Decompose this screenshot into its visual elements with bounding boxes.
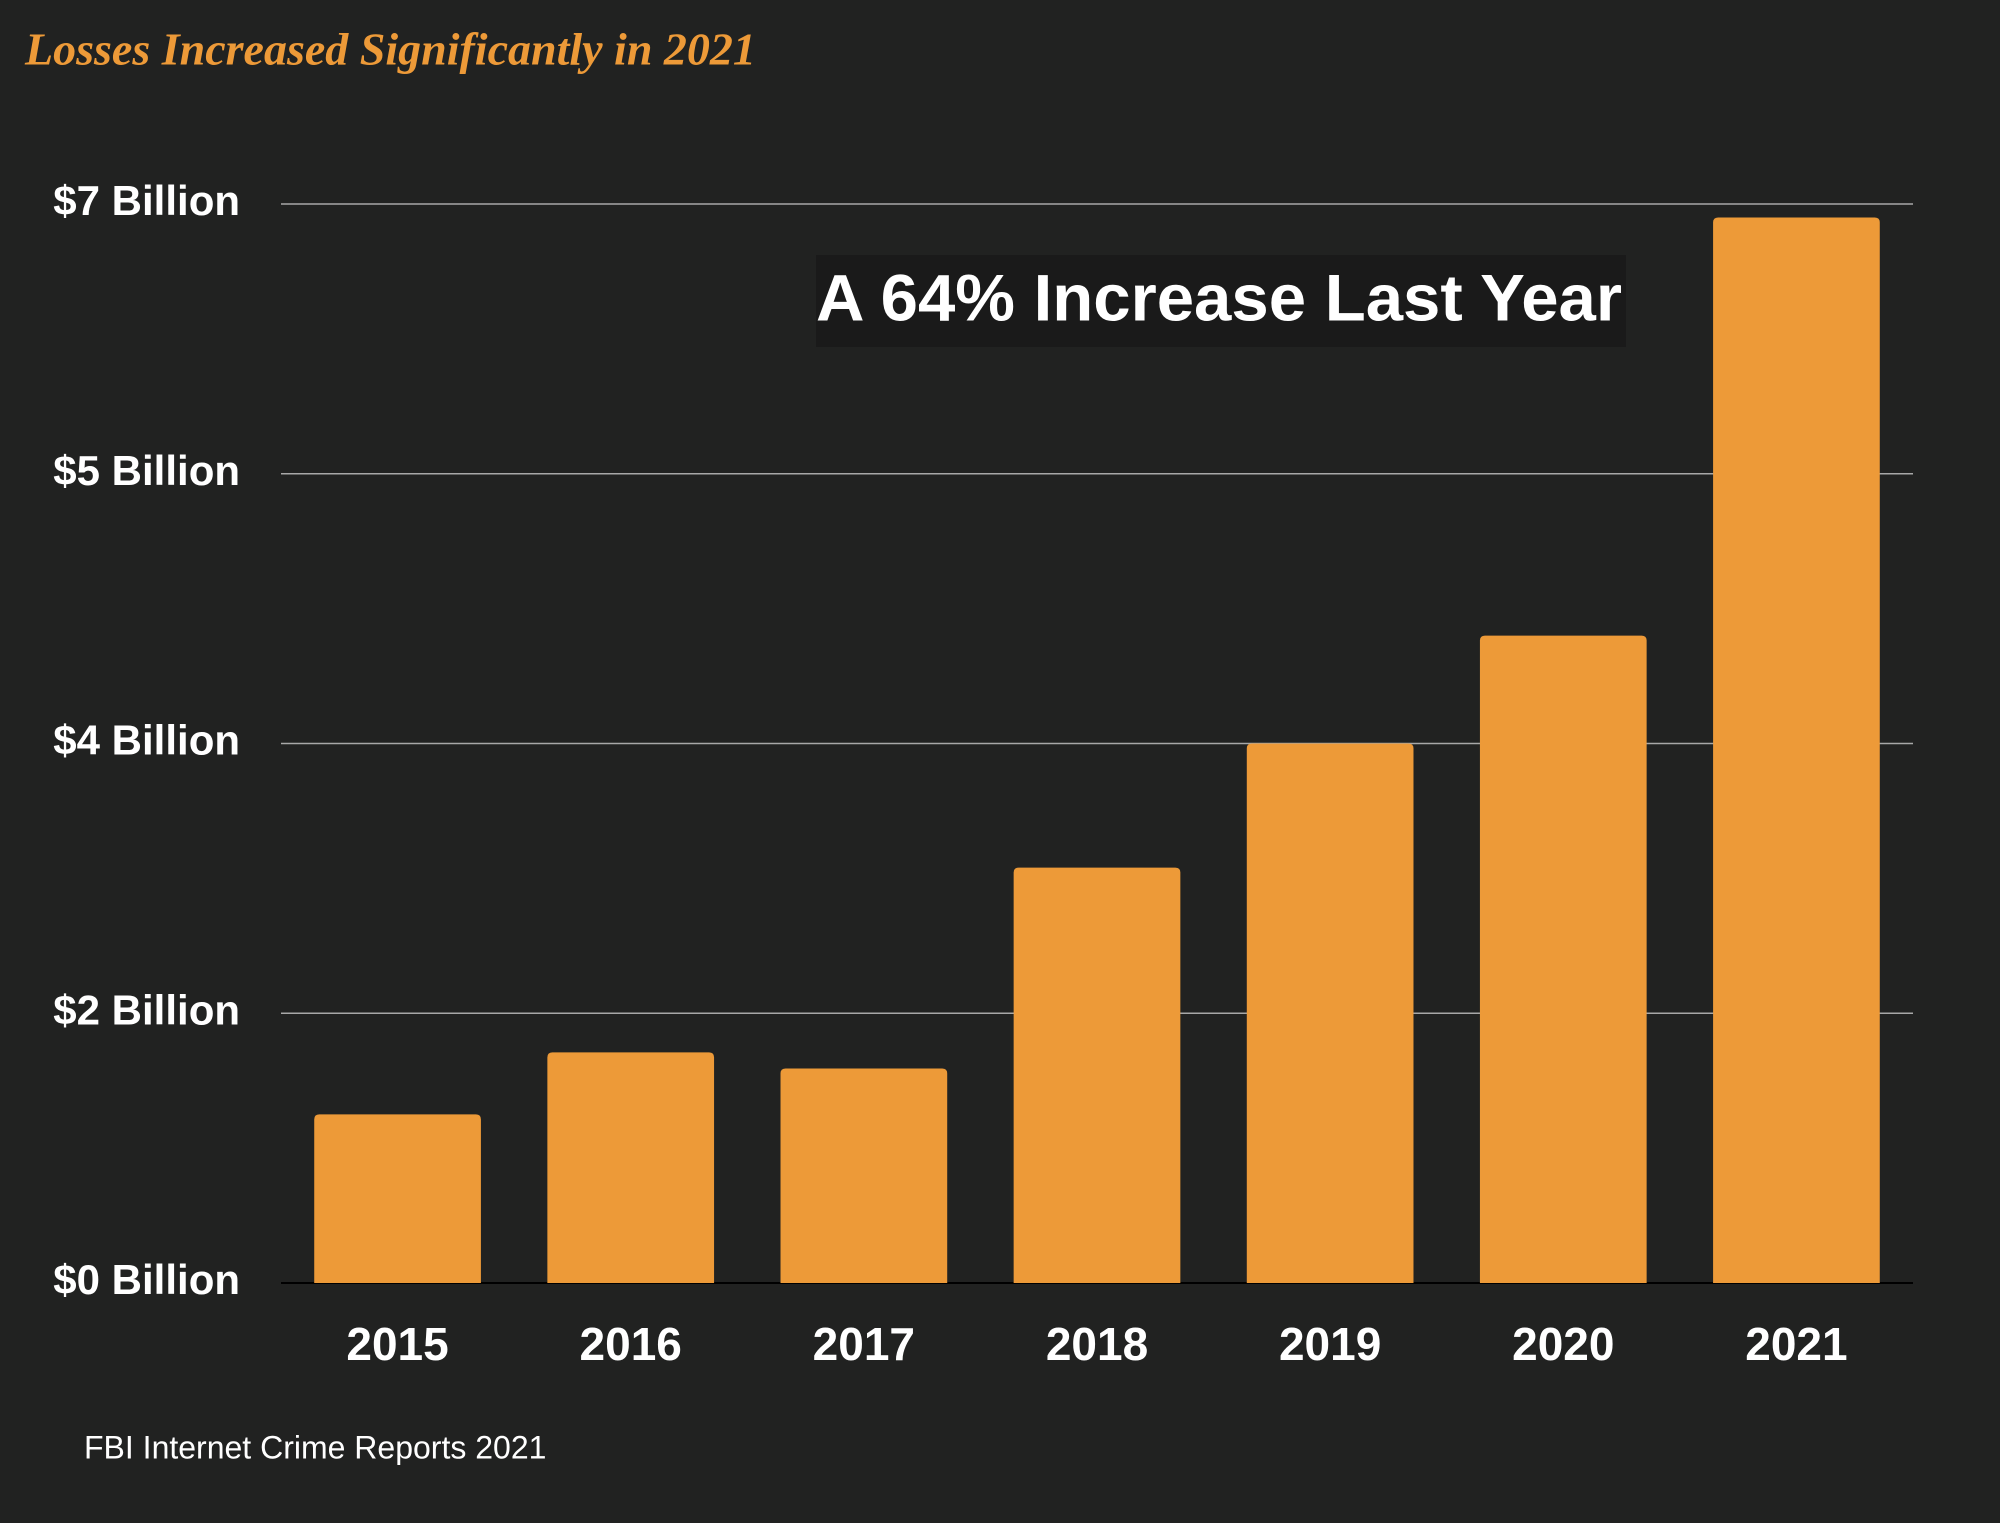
y-tick-label: $7 Billion	[53, 177, 240, 224]
x-tick-label: 2020	[1512, 1318, 1614, 1370]
bar	[1479, 635, 1647, 1283]
x-tick-label: 2015	[346, 1318, 448, 1370]
source-note: FBI Internet Crime Reports 2021	[84, 1429, 546, 1465]
y-tick-label: $0 Billion	[53, 1256, 240, 1303]
bar	[547, 1052, 715, 1283]
chart-title: Losses Increased Significantly in 2021	[24, 24, 756, 75]
annotation-box	[816, 255, 1626, 347]
y-tick-label: $5 Billion	[53, 447, 240, 494]
bar	[1246, 743, 1414, 1283]
bar	[314, 1114, 481, 1283]
x-tick-label: 2018	[1046, 1318, 1148, 1370]
y-tick-label: $4 Billion	[53, 717, 240, 764]
annotation: A 64% Increase Last Year	[816, 260, 1622, 334]
bar	[1013, 867, 1181, 1283]
x-tick-label: 2017	[813, 1318, 915, 1370]
x-tick-label: 2016	[580, 1318, 682, 1370]
x-tick-label: 2019	[1279, 1318, 1381, 1370]
x-tick-label: 2021	[1745, 1318, 1847, 1370]
y-tick-label: $2 Billion	[53, 986, 240, 1033]
bar	[1713, 217, 1880, 1283]
bar	[780, 1068, 948, 1283]
